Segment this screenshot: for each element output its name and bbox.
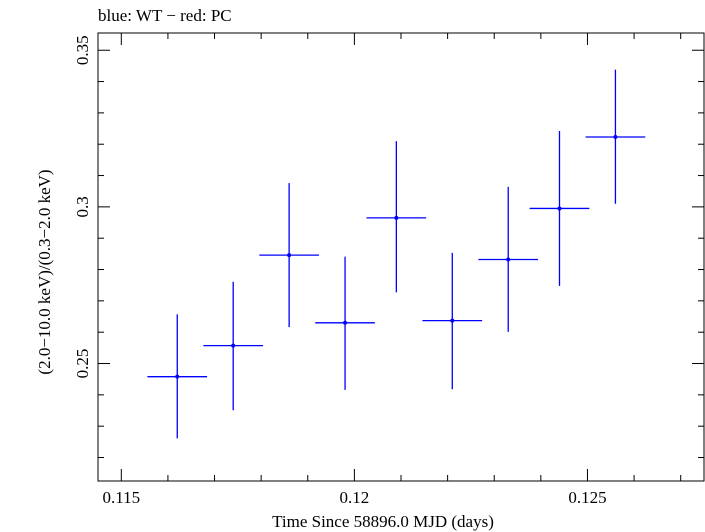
data-points	[147, 69, 646, 439]
data-point	[478, 186, 539, 332]
y-axis-label: (2.0−10.0 keV)/(0.3−2.0 keV)	[35, 169, 54, 374]
point-marker	[287, 253, 292, 258]
plot-frame	[97, 32, 705, 482]
data-point	[422, 252, 483, 390]
point-marker	[343, 320, 348, 325]
point-marker	[231, 343, 236, 348]
x-axis-label: Time Since 58896.0 MJD (days)	[272, 512, 494, 531]
point-marker	[613, 135, 618, 140]
point-marker	[450, 318, 455, 323]
data-point	[203, 281, 264, 411]
chart-title: blue: WT − red: PC	[98, 6, 232, 25]
data-point	[585, 69, 646, 204]
point-marker	[175, 374, 180, 379]
point-marker	[557, 206, 562, 211]
y-tick-label: 0.35	[73, 35, 92, 65]
data-point	[147, 314, 208, 439]
x-tick-label: 0.125	[568, 488, 606, 507]
point-marker	[506, 257, 511, 262]
y-tick-label: 0.25	[73, 349, 92, 379]
data-point	[315, 256, 375, 390]
tick-marks	[98, 33, 704, 481]
data-point	[366, 141, 427, 293]
data-point	[259, 183, 319, 328]
x-tick-label: 0.12	[340, 488, 370, 507]
data-point	[529, 131, 590, 286]
x-tick-label: 0.115	[102, 488, 140, 507]
point-marker	[394, 215, 399, 220]
y-tick-label: 0.3	[73, 196, 92, 217]
tick-labels: 0.115 0.12 0.125 0.25 0.3 0.35	[73, 35, 607, 507]
